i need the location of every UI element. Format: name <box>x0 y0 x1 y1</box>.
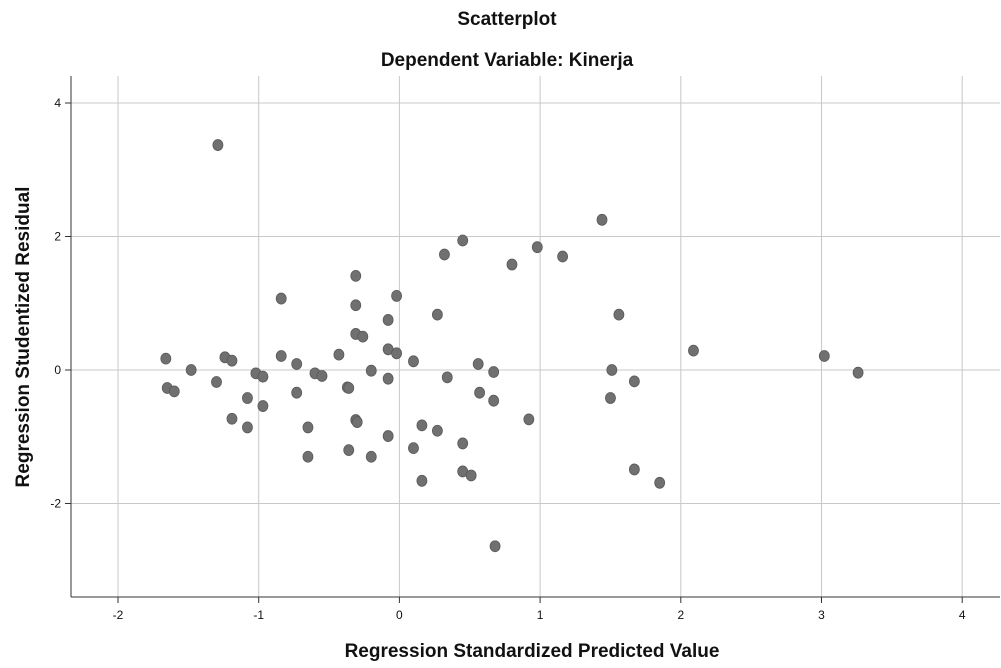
scatter-point <box>185 364 197 376</box>
scatter-point <box>596 213 608 226</box>
scatter-point <box>302 450 314 463</box>
x-axis-label: Regression Standardized Predicted Value <box>345 641 720 662</box>
y-axis-label: Regression Studentized Residual <box>13 187 34 488</box>
scatter-point <box>343 382 355 394</box>
x-tick-label: 1 <box>537 608 544 622</box>
scatter-point <box>357 330 369 343</box>
scatter-point <box>439 248 450 261</box>
scatter-point <box>242 421 253 434</box>
scatter-point <box>457 437 469 450</box>
scatter-point <box>506 258 518 271</box>
scatter-point <box>365 450 377 463</box>
scatter-point <box>416 474 428 487</box>
scatter-point <box>226 412 238 425</box>
scatter-point <box>431 308 443 321</box>
scatter-point <box>382 314 394 326</box>
scatter-point <box>211 376 222 388</box>
scatter-point <box>431 424 443 437</box>
scatter-point <box>557 250 569 263</box>
scatter-point <box>212 139 224 151</box>
tick-labels: -2 -1 0 1 2 3 4 -2 0 2 4 <box>50 96 966 622</box>
scatter-point <box>465 469 477 482</box>
scatter-point <box>302 421 314 434</box>
scatter-point <box>242 392 253 404</box>
y-tick-label: 2 <box>54 230 61 244</box>
scatter-point <box>316 370 328 382</box>
scatter-point <box>818 350 830 362</box>
scatter-point <box>613 308 625 321</box>
scatter-point <box>654 476 666 489</box>
data-points <box>160 139 864 553</box>
scatter-point <box>474 386 485 399</box>
x-tick-label: 4 <box>959 608 966 622</box>
scatter-point <box>160 352 172 365</box>
x-tick-label: 0 <box>396 608 403 622</box>
x-tick-label: 3 <box>818 608 825 622</box>
scatter-point <box>275 292 287 305</box>
scatter-point <box>333 348 345 361</box>
x-tick-label: 2 <box>677 608 684 622</box>
scatter-point <box>606 364 618 376</box>
scatter-point <box>168 385 180 398</box>
scatter-point <box>472 358 484 370</box>
scatter-point <box>351 416 363 428</box>
scatter-point <box>226 354 238 367</box>
scatter-point <box>457 234 469 247</box>
scatter-point <box>523 413 535 426</box>
x-tick-label: -1 <box>253 608 264 622</box>
scatter-point <box>628 463 640 476</box>
scatter-point <box>275 350 287 362</box>
chart-subtitle: Dependent Variable: Kinerja <box>381 50 634 71</box>
scatter-point <box>531 241 543 254</box>
scatter-point <box>408 355 419 368</box>
scatter-point <box>350 299 362 312</box>
x-tick-label: -2 <box>113 608 124 622</box>
scatter-point <box>688 344 699 357</box>
scatter-point <box>291 358 303 370</box>
scatter-point <box>257 400 269 412</box>
scatter-point <box>416 419 428 432</box>
scatter-point <box>628 375 640 388</box>
chart-title: Scatterplot <box>457 9 557 30</box>
scatter-point <box>382 372 394 385</box>
scatter-point <box>350 269 362 282</box>
scatter-point <box>408 442 419 454</box>
scatter-point <box>257 370 269 383</box>
scatter-point <box>852 366 864 379</box>
scatter-point <box>365 364 377 377</box>
scatter-point <box>391 347 402 360</box>
scatter-point <box>441 371 453 384</box>
grid <box>71 76 1000 597</box>
y-tick-label: 0 <box>54 363 61 377</box>
scatter-point <box>382 430 394 442</box>
scatter-point <box>488 366 500 378</box>
scatter-point <box>343 444 355 457</box>
y-tick-label: -2 <box>50 497 61 511</box>
axes <box>65 76 1000 603</box>
scatter-point <box>488 394 500 407</box>
y-tick-label: 4 <box>54 96 61 110</box>
scatter-point <box>391 290 402 302</box>
scatter-point <box>605 392 616 404</box>
scatter-point <box>291 386 303 399</box>
scatter-point <box>489 540 501 553</box>
